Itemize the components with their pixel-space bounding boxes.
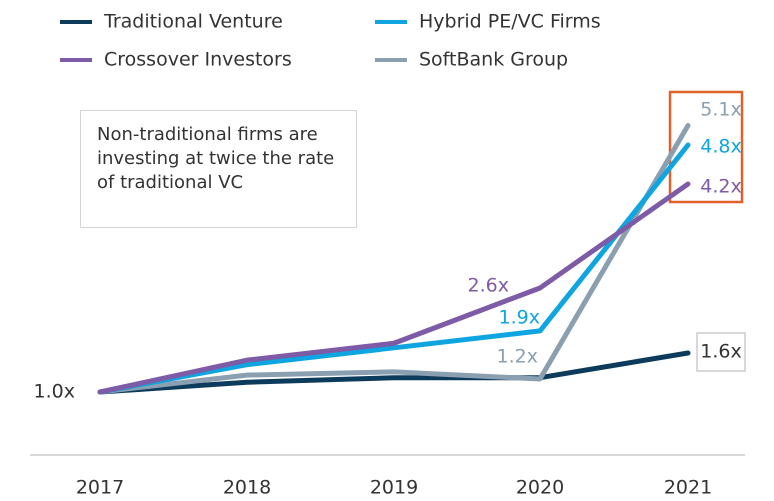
series-line [97, 350, 691, 395]
legend-label: Hybrid PE/VC Firms [419, 11, 601, 33]
value-label: 1.9x [499, 307, 540, 329]
label-box [696, 332, 746, 372]
value-label: 1.6x [700, 341, 741, 363]
x-tick-label: 2017 [76, 477, 124, 499]
value-label: 2.6x [468, 275, 509, 297]
x-tick-label: 2019 [370, 477, 418, 499]
value-label: 1.2x [497, 346, 538, 368]
highlight-box [668, 90, 744, 204]
legend-label: SoftBank Group [419, 49, 568, 71]
value-label: 5.1x [700, 99, 741, 121]
legend-label: Crossover Investors [104, 49, 292, 71]
x-tick-label: 2021 [664, 477, 712, 499]
legend-label: Traditional Venture [103, 11, 283, 33]
series-line [97, 181, 691, 395]
x-tick-label: 2018 [223, 477, 271, 499]
annotation: Non-traditional firms are investing at t… [80, 110, 357, 228]
series-line [97, 142, 691, 395]
x-tick-label: 2020 [516, 477, 564, 499]
value-label: 4.8x [700, 136, 741, 158]
series-line [97, 123, 691, 395]
value-label: 1.0x [34, 381, 75, 403]
value-label: 4.2x [700, 176, 741, 198]
